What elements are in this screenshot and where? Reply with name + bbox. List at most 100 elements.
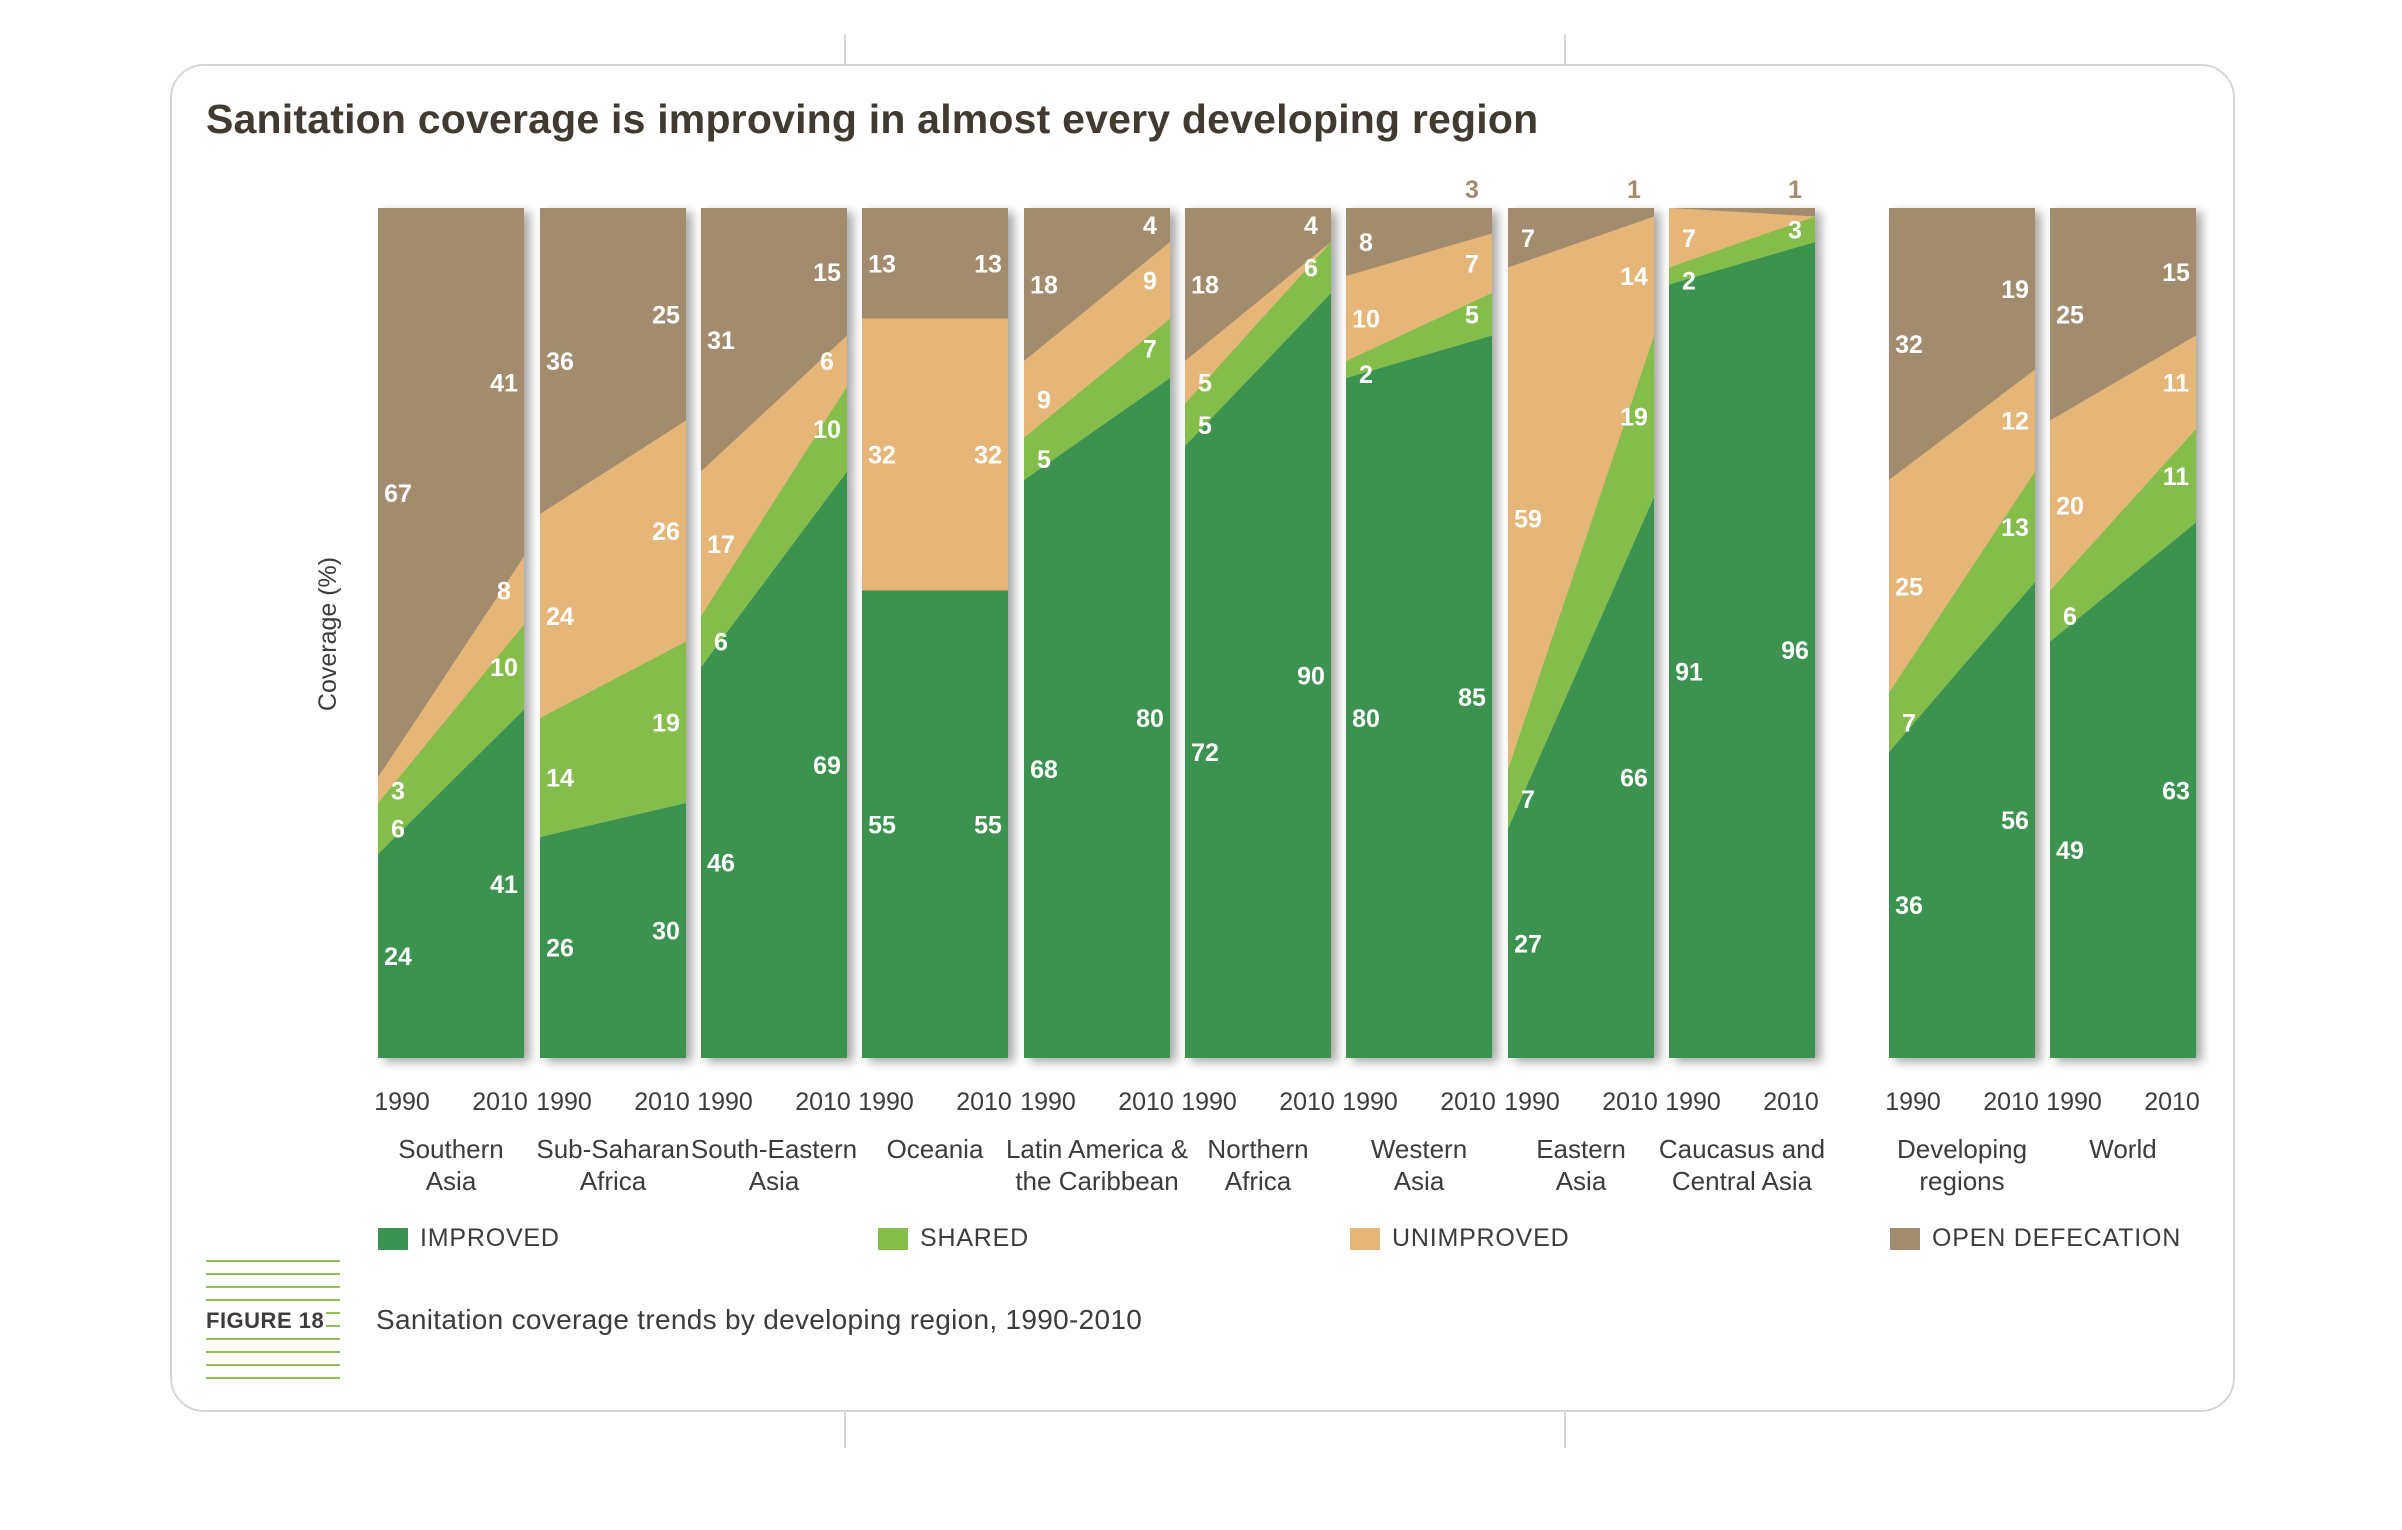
data-label: 17 [707, 531, 735, 559]
x-tick-label: 2010 [2144, 1088, 2200, 1116]
data-label: 6 [714, 629, 728, 657]
data-label: 59 [1514, 505, 1542, 533]
x-tick-label: 1990 [1020, 1088, 1076, 1116]
data-label: 69 [813, 752, 841, 780]
crop-mark [844, 34, 846, 64]
data-label: 6 [391, 816, 405, 844]
x-tick-label: 1990 [374, 1088, 430, 1116]
area-open-defecation [1024, 208, 1170, 361]
data-label: 90 [1297, 663, 1325, 691]
area-shared [1185, 242, 1331, 446]
data-label: 24 [384, 943, 412, 971]
area-shared [1889, 471, 2035, 752]
x-tick-label: 2010 [1602, 1088, 1658, 1116]
data-label: 5 [1465, 301, 1479, 329]
data-label: 46 [707, 850, 735, 878]
x-tick-label: 2010 [472, 1088, 528, 1116]
x-tick-label: 1990 [536, 1088, 592, 1116]
area-improved [1889, 582, 2035, 1058]
data-label: 36 [1895, 892, 1923, 920]
data-label: 15 [2162, 259, 2190, 287]
legend-item: UNIMPROVED [1350, 1224, 1569, 1253]
region-label: Caucasus and [1659, 1134, 1825, 1164]
legend-label: SHARED [920, 1224, 1029, 1252]
region-label: Africa [1225, 1166, 1292, 1196]
region-label: Asia [1394, 1166, 1445, 1196]
data-label: 3 [391, 778, 405, 806]
legend-swatch [1350, 1227, 1380, 1250]
x-tick-label: 2010 [1440, 1088, 1496, 1116]
data-label: 1 [1788, 176, 1802, 204]
data-label: 32 [868, 442, 896, 470]
data-label: 41 [490, 369, 518, 397]
data-label: 26 [546, 935, 574, 963]
area-shared [378, 624, 524, 854]
data-label: 9 [1143, 267, 1157, 295]
data-label: 14 [1620, 263, 1648, 291]
data-label: 19 [652, 709, 680, 737]
figure-caption: Sanitation coverage trends by developing… [376, 1304, 1143, 1335]
area-improved [1346, 335, 1492, 1058]
region-label: World [2089, 1134, 2156, 1164]
area-improved [540, 803, 686, 1058]
x-tick-label: 1990 [2046, 1088, 2102, 1116]
data-label: 30 [652, 918, 680, 946]
legend-item: SHARED [878, 1224, 1029, 1253]
data-label: 7 [1521, 786, 1535, 814]
x-tick-label: 1990 [1885, 1088, 1941, 1116]
panel-1 [378, 208, 524, 1058]
data-label: 4 [1304, 212, 1318, 240]
data-label: 13 [2001, 514, 2029, 542]
data-label: 10 [490, 654, 518, 682]
data-label: 5 [1198, 369, 1212, 397]
data-label: 15 [813, 259, 841, 287]
legend-label: UNIMPROVED [1392, 1224, 1570, 1252]
data-label: 10 [813, 416, 841, 444]
region-label: Asia [1556, 1166, 1607, 1196]
area-improved [378, 709, 524, 1058]
data-label: 7 [1521, 225, 1535, 253]
region-label: Developing [1897, 1134, 2027, 1164]
data-label: 25 [1895, 573, 1923, 601]
data-label: 25 [2056, 301, 2084, 329]
data-label: 5 [1198, 412, 1212, 440]
area-shared [701, 386, 847, 667]
region-label: South-Eastern [691, 1134, 857, 1164]
area-unimproved [701, 335, 847, 616]
data-label: 67 [384, 480, 412, 508]
panel-7 [1346, 208, 1492, 1058]
panel-3 [701, 208, 847, 1058]
data-label: 7 [1682, 225, 1696, 253]
area-shared [2050, 429, 2196, 642]
figure-rule [206, 1299, 340, 1301]
region-label: Eastern [1536, 1134, 1626, 1164]
data-label: 32 [974, 442, 1002, 470]
panel-2 [540, 208, 686, 1058]
region-label: Oceania [887, 1134, 984, 1164]
area-improved [1185, 293, 1331, 1058]
panel-5 [1024, 208, 1170, 1058]
legend: IMPROVED SHARED UNIMPROVED OPEN DEFECATION [378, 1224, 2188, 1258]
legend-swatch [378, 1227, 408, 1250]
area-open-defecation [1669, 208, 1815, 217]
data-label: 14 [546, 765, 574, 793]
data-label: 6 [820, 348, 834, 376]
panel-11 [2050, 208, 2196, 1058]
data-label: 55 [868, 811, 896, 839]
x-tick-label: 2010 [1763, 1088, 1819, 1116]
figure-label: FIGURE 18 [206, 1308, 327, 1334]
data-label: 3 [1465, 176, 1479, 204]
legend-item: OPEN DEFECATION [1890, 1224, 2181, 1253]
legend-label: IMPROVED [420, 1224, 560, 1252]
data-label: 72 [1191, 739, 1219, 767]
region-label: Southern [398, 1134, 504, 1164]
area-shared [540, 641, 686, 837]
figure-rule [206, 1273, 340, 1275]
legend-label: OPEN DEFECATION [1932, 1224, 2182, 1252]
data-label: 1 [1627, 176, 1641, 204]
data-label: 80 [1136, 705, 1164, 733]
x-tick-label: 1990 [1504, 1088, 1560, 1116]
figure-rule [206, 1286, 340, 1288]
data-label: 91 [1675, 658, 1703, 686]
